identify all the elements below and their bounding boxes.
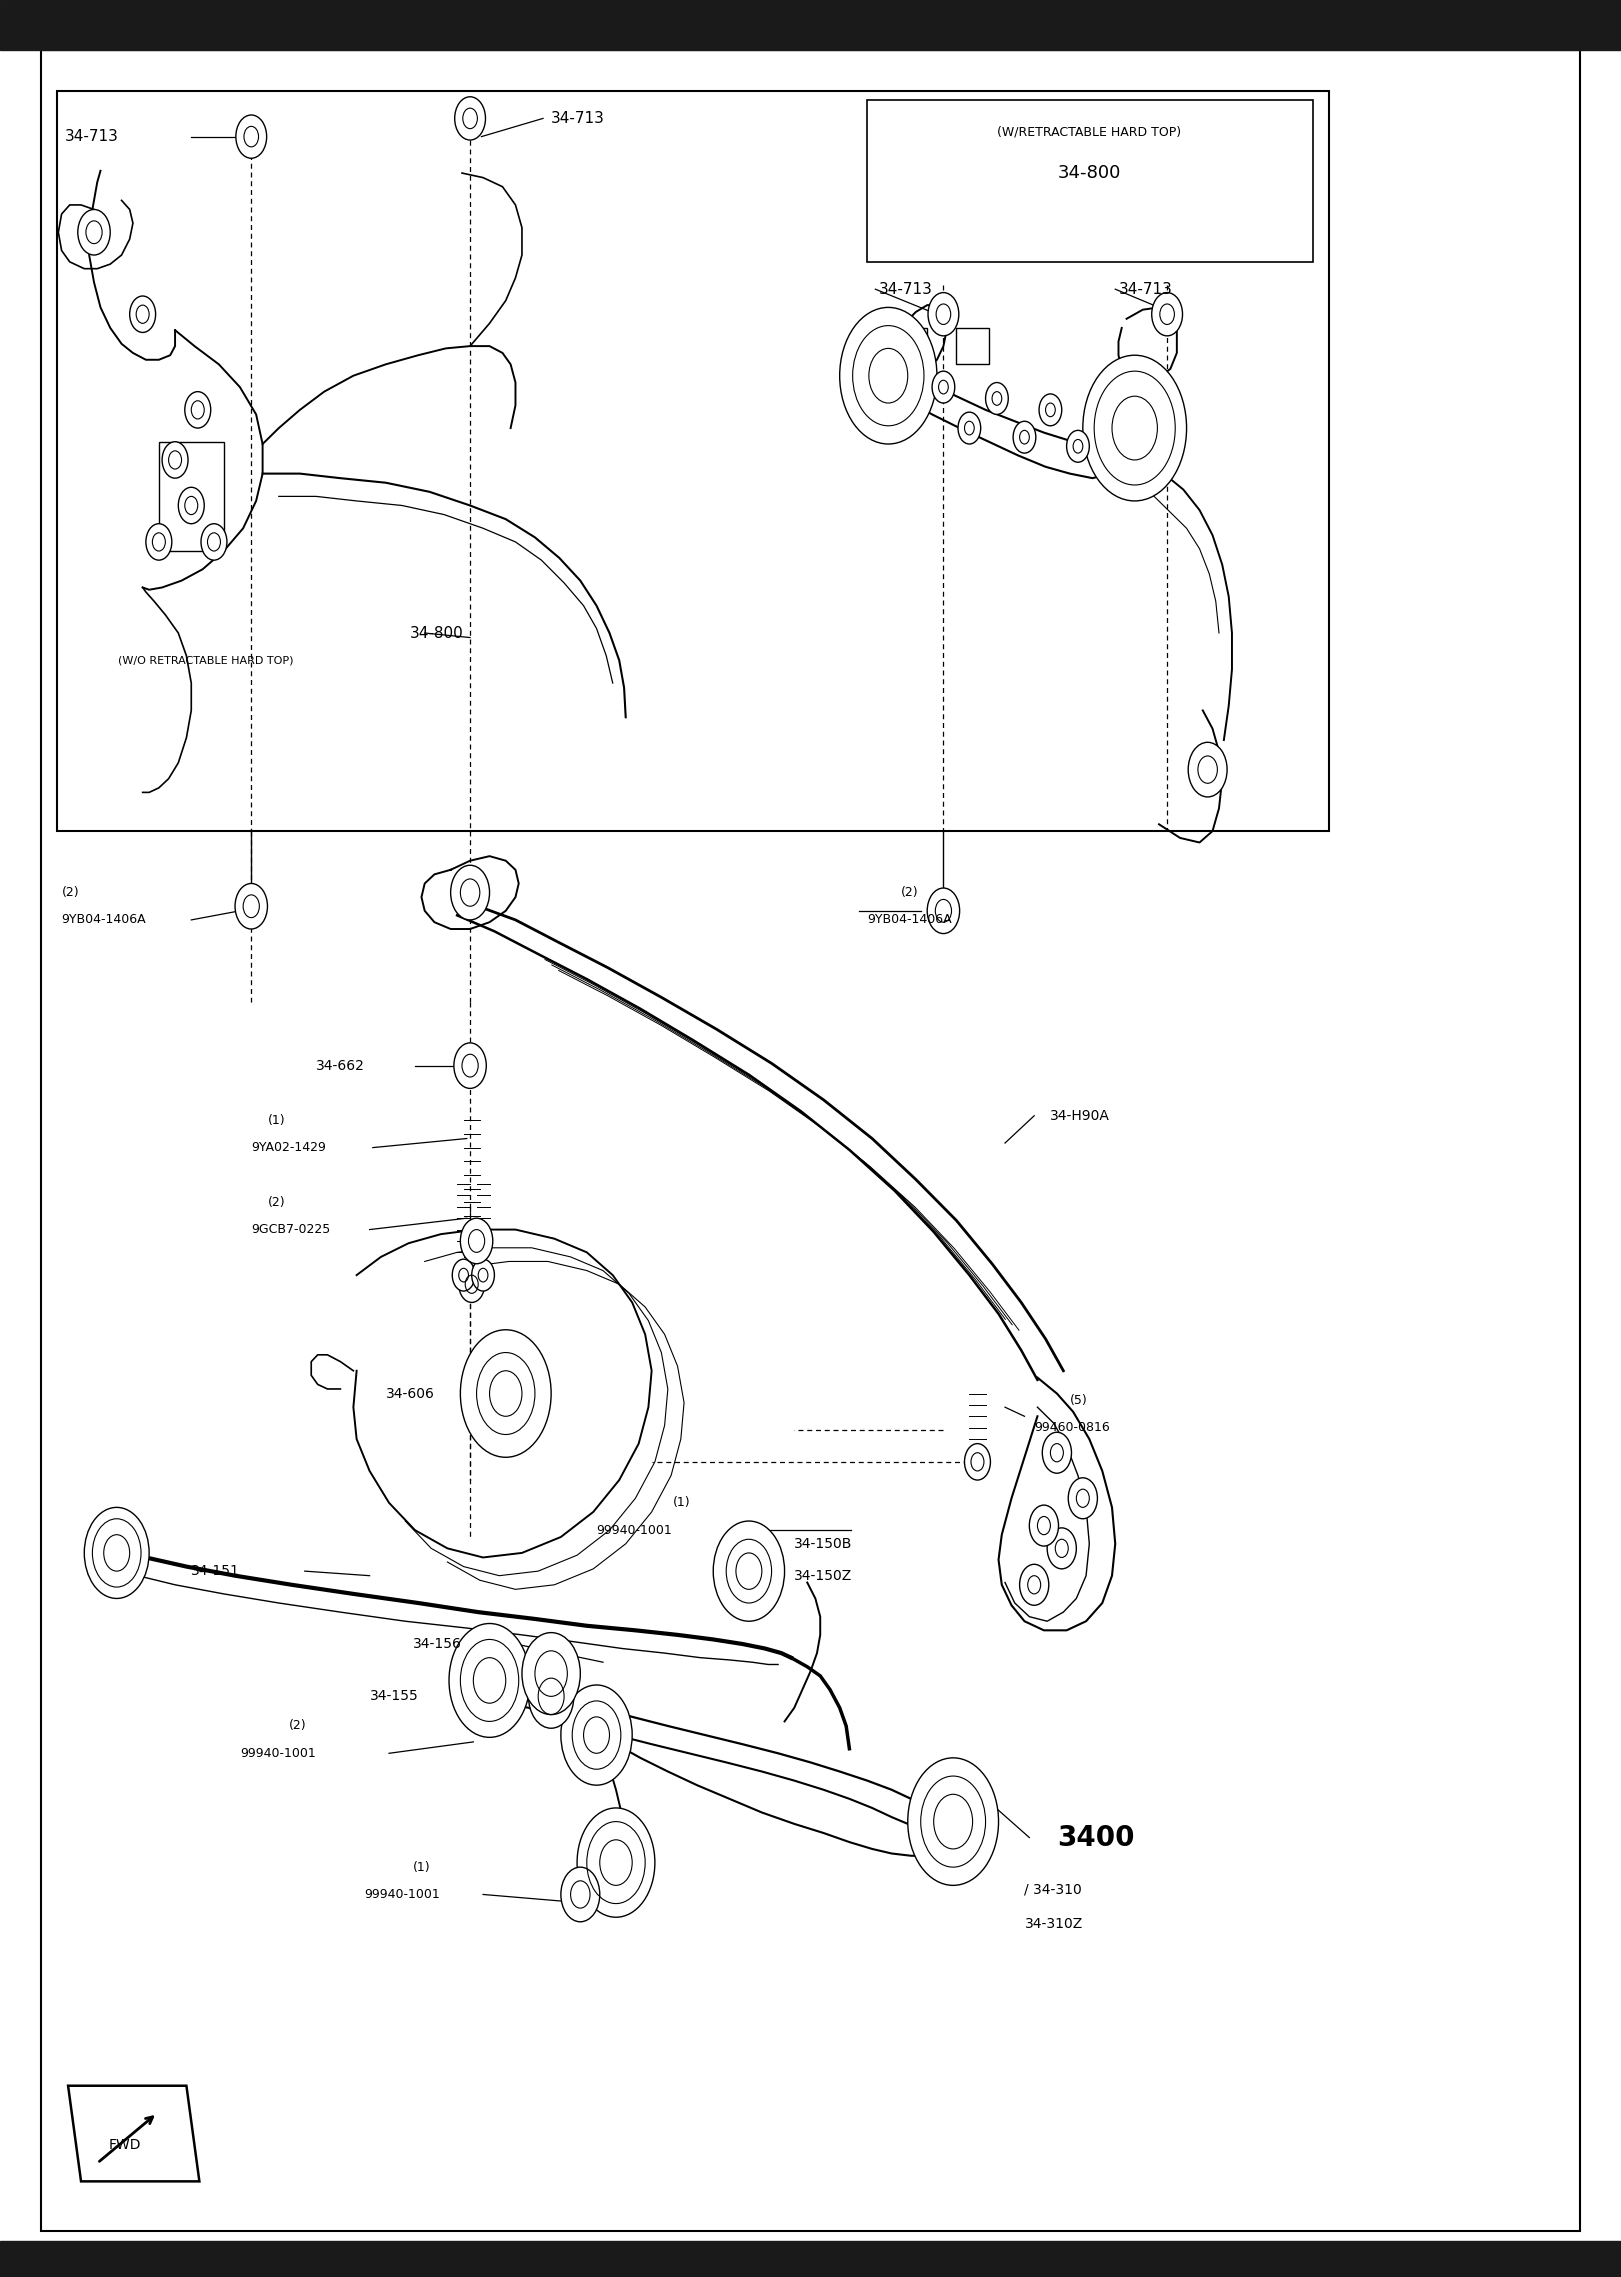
Circle shape — [1029, 1505, 1059, 1546]
Circle shape — [178, 487, 204, 524]
Circle shape — [201, 524, 227, 560]
Circle shape — [92, 1519, 141, 1587]
Text: 99940-1001: 99940-1001 — [240, 1746, 316, 1760]
Circle shape — [1083, 355, 1187, 501]
Circle shape — [964, 1444, 990, 1480]
Circle shape — [853, 326, 924, 426]
Text: 34-150B: 34-150B — [794, 1537, 853, 1551]
Circle shape — [449, 1624, 530, 1737]
Circle shape — [146, 524, 172, 560]
Circle shape — [1188, 742, 1227, 797]
Text: FWD: FWD — [109, 2138, 141, 2152]
Circle shape — [528, 1664, 574, 1728]
Bar — [159, 442, 224, 551]
Circle shape — [1067, 430, 1089, 462]
Circle shape — [1068, 1478, 1097, 1519]
Circle shape — [454, 1043, 486, 1088]
Text: (W/O RETRACTABLE HARD TOP): (W/O RETRACTABLE HARD TOP) — [118, 656, 293, 665]
Circle shape — [986, 383, 1008, 414]
Circle shape — [921, 1776, 986, 1867]
Circle shape — [1039, 394, 1062, 426]
Circle shape — [1013, 421, 1036, 453]
Text: (1): (1) — [267, 1113, 285, 1127]
Text: 99940-1001: 99940-1001 — [597, 1523, 673, 1537]
Bar — [0, 0, 1621, 50]
Text: 99940-1001: 99940-1001 — [365, 1888, 441, 1901]
Circle shape — [522, 1633, 580, 1715]
Circle shape — [460, 1330, 551, 1457]
Circle shape — [927, 294, 958, 335]
Circle shape — [185, 392, 211, 428]
Circle shape — [908, 1758, 999, 1885]
Text: (W/RETRACTABLE HARD TOP): (W/RETRACTABLE HARD TOP) — [997, 125, 1182, 139]
Circle shape — [460, 1218, 493, 1264]
Circle shape — [932, 371, 955, 403]
Circle shape — [1042, 1432, 1071, 1473]
Circle shape — [84, 1507, 149, 1598]
Circle shape — [1047, 1528, 1076, 1569]
Circle shape — [1094, 371, 1175, 485]
Circle shape — [577, 1808, 655, 1917]
Circle shape — [927, 888, 960, 934]
Text: (1): (1) — [413, 1860, 431, 1874]
Circle shape — [237, 116, 266, 159]
Text: 34-713: 34-713 — [551, 112, 605, 125]
Circle shape — [587, 1822, 645, 1904]
Bar — [867, 100, 1313, 262]
Circle shape — [572, 1701, 621, 1769]
Text: 34-713: 34-713 — [879, 282, 932, 296]
Text: 34-H90A: 34-H90A — [1050, 1109, 1110, 1123]
Text: (2): (2) — [289, 1719, 306, 1733]
Text: (2): (2) — [62, 886, 79, 899]
Circle shape — [162, 442, 188, 478]
Circle shape — [561, 1685, 632, 1785]
Bar — [956, 328, 989, 364]
Text: 34-800: 34-800 — [410, 626, 464, 640]
Text: 9YA02-1429: 9YA02-1429 — [251, 1141, 326, 1154]
Text: 34-150Z: 34-150Z — [794, 1569, 853, 1583]
Circle shape — [561, 1867, 600, 1922]
Text: 34-713: 34-713 — [65, 130, 118, 143]
Text: (2): (2) — [267, 1195, 285, 1209]
Bar — [895, 328, 927, 364]
Text: 99460-0816: 99460-0816 — [1034, 1421, 1110, 1435]
Text: (5): (5) — [1070, 1394, 1088, 1407]
Text: 9YB04-1406A: 9YB04-1406A — [62, 913, 146, 927]
Bar — [0, 2241, 1621, 2277]
Text: 34-151: 34-151 — [191, 1564, 240, 1578]
Circle shape — [958, 412, 981, 444]
Circle shape — [451, 865, 490, 920]
Circle shape — [78, 209, 110, 255]
Circle shape — [713, 1521, 785, 1621]
Circle shape — [472, 1259, 494, 1291]
Text: 34-800: 34-800 — [1057, 164, 1122, 182]
Circle shape — [460, 1639, 519, 1721]
Bar — [57, 91, 1329, 831]
Text: 9GCB7-0225: 9GCB7-0225 — [251, 1223, 331, 1236]
Circle shape — [130, 296, 156, 332]
Text: 34-156: 34-156 — [413, 1637, 462, 1651]
Text: 9YB04-1406A: 9YB04-1406A — [867, 913, 952, 927]
Circle shape — [1020, 1564, 1049, 1605]
Text: 34-606: 34-606 — [386, 1387, 434, 1400]
Circle shape — [477, 1353, 535, 1435]
Circle shape — [454, 96, 486, 139]
Text: (1): (1) — [673, 1496, 691, 1510]
Text: / 34-310: / 34-310 — [1024, 1883, 1083, 1897]
Text: 34-662: 34-662 — [316, 1059, 365, 1072]
Text: 3400: 3400 — [1057, 1824, 1135, 1851]
Circle shape — [452, 1259, 475, 1291]
Text: 34-310Z: 34-310Z — [1024, 1917, 1083, 1931]
Circle shape — [1151, 294, 1182, 335]
Text: 34-713: 34-713 — [1118, 282, 1172, 296]
Circle shape — [459, 1266, 485, 1302]
Text: 34-155: 34-155 — [370, 1690, 418, 1703]
Circle shape — [235, 883, 267, 929]
Circle shape — [840, 307, 937, 444]
Circle shape — [726, 1539, 772, 1603]
Text: (2): (2) — [901, 886, 919, 899]
